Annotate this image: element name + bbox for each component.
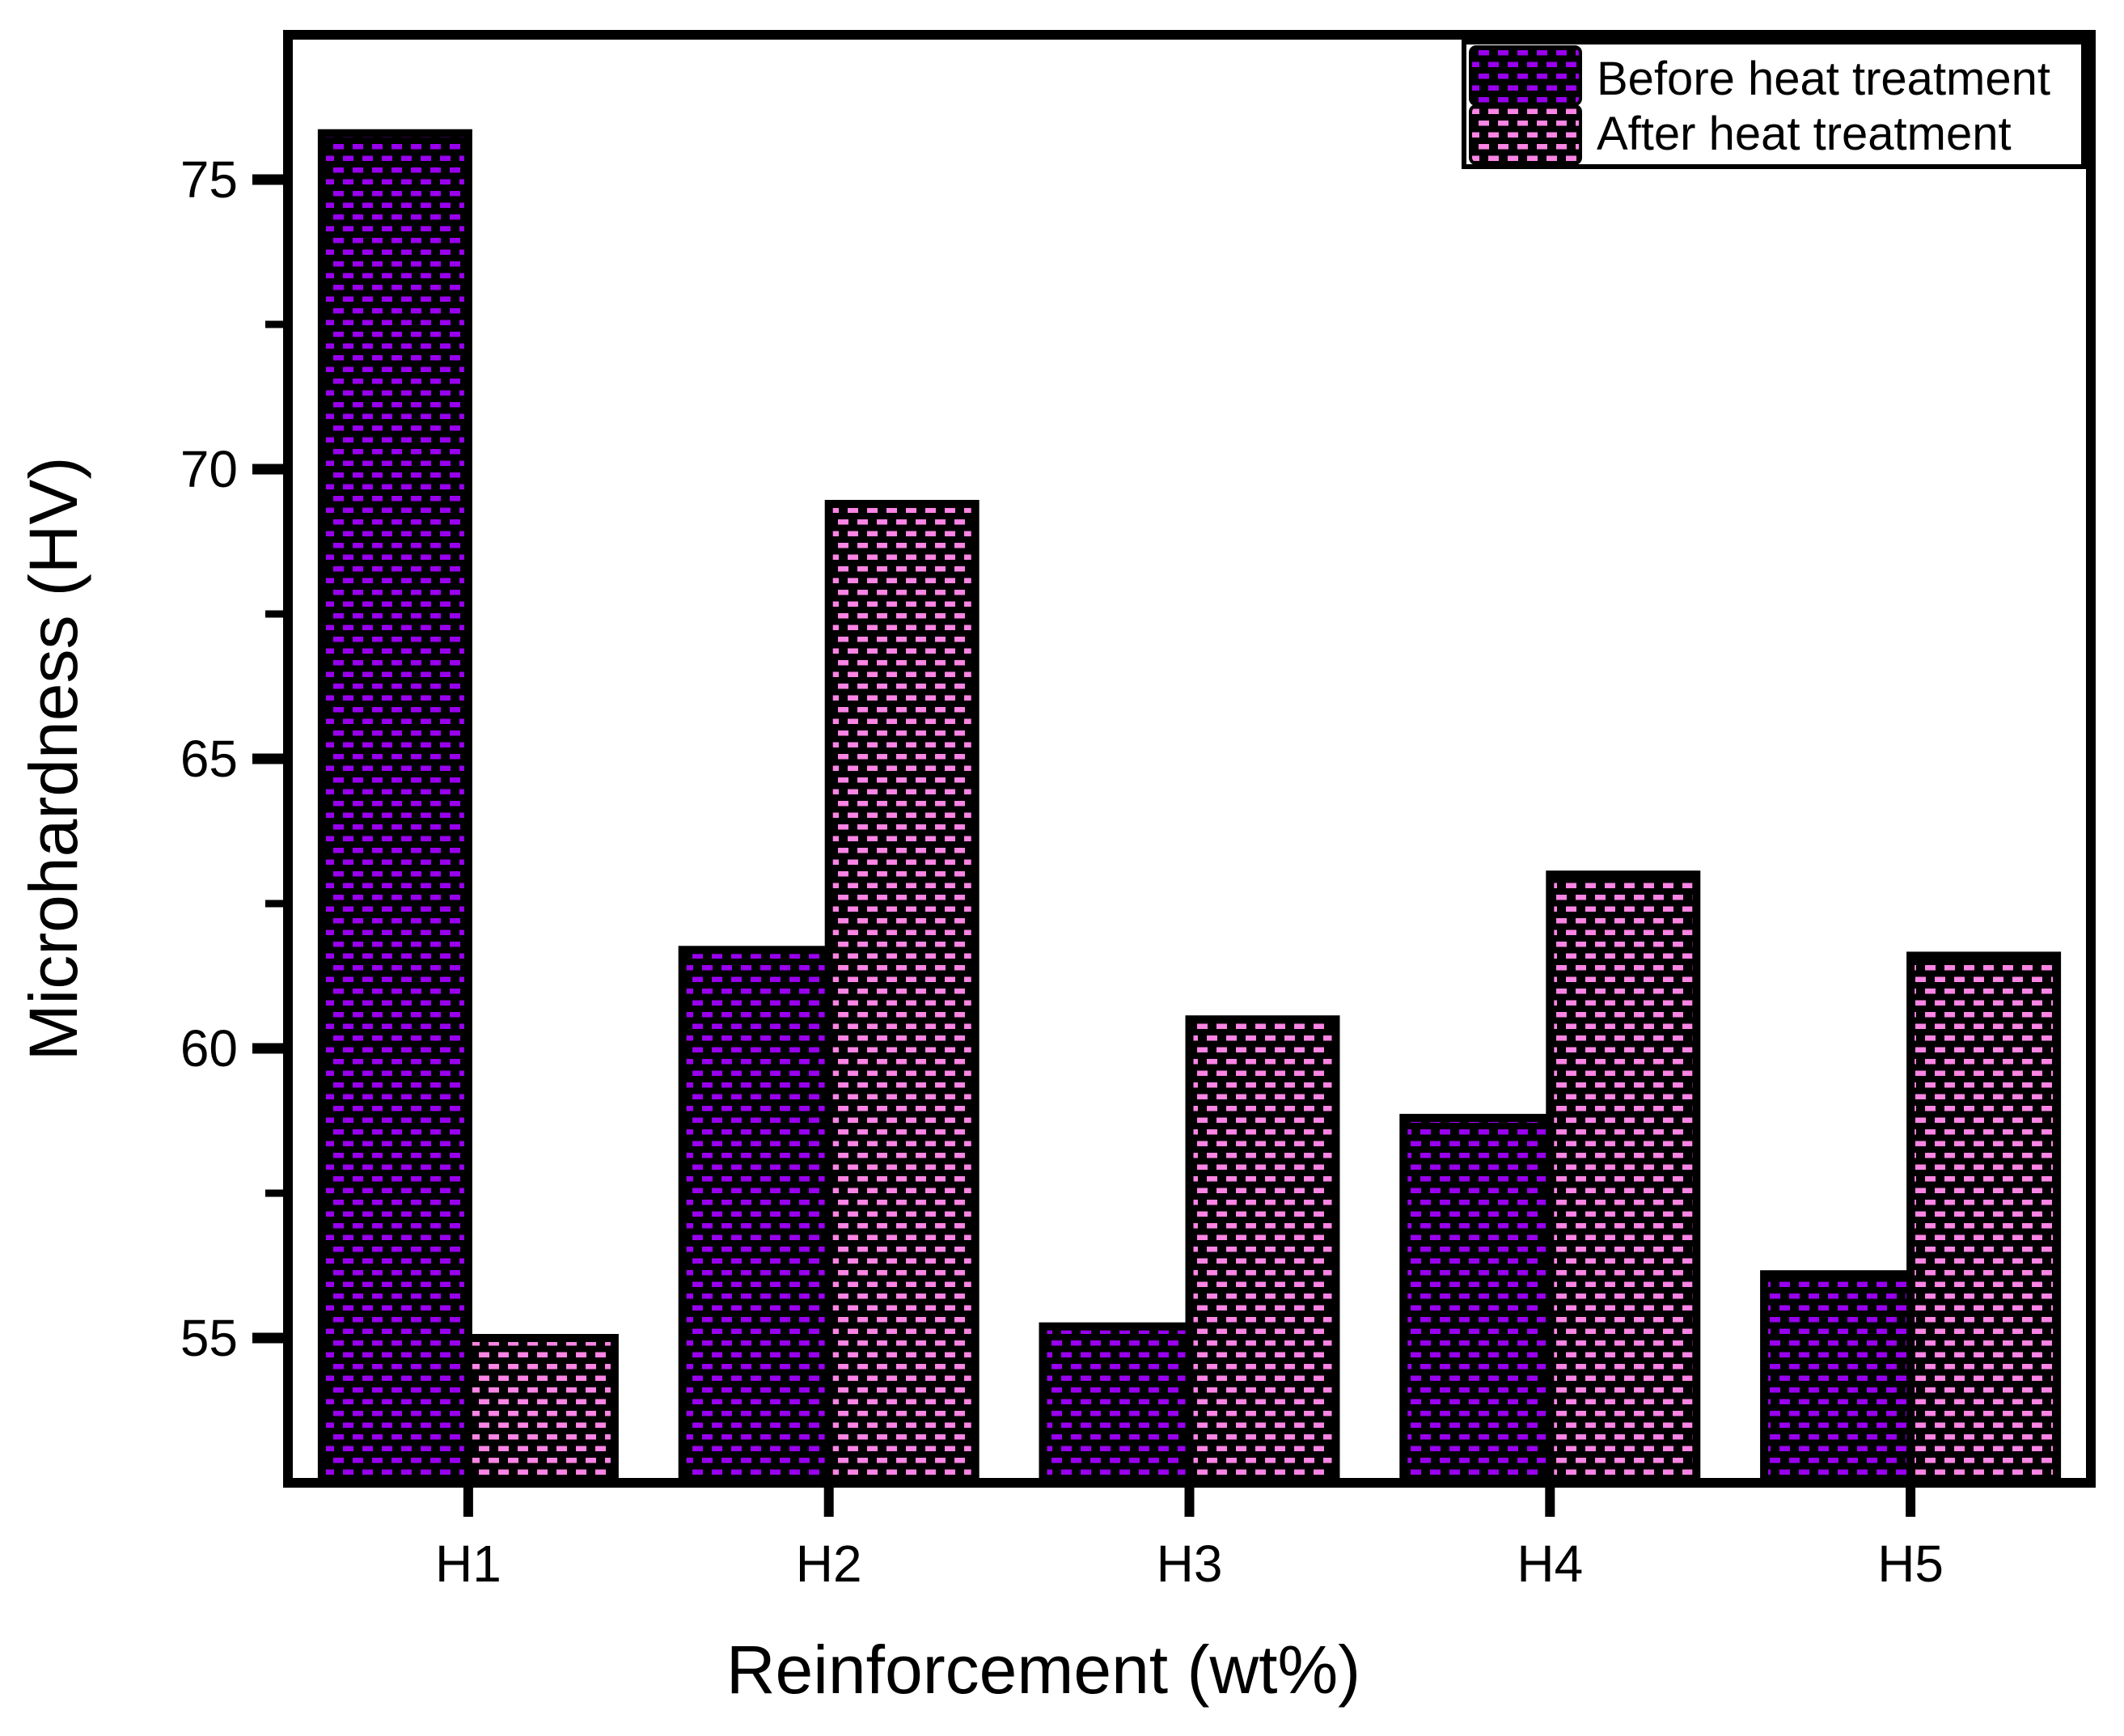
legend-swatch-before-heat-treatment (1469, 45, 1582, 106)
x-tick-label-H5: H5 (1877, 1535, 1944, 1593)
tick-labels-layer: 55 60 65 70 75 H1 H2 H3 H4 H5 (180, 150, 1944, 1593)
bar-H1-before (317, 129, 472, 1488)
y-tick-label-75: 75 (180, 150, 238, 209)
legend-label-before-heat-treatment: Before heat treatment (1597, 53, 2050, 105)
y-tick-label-60: 60 (180, 1019, 238, 1078)
y-tick-label-55: 55 (180, 1309, 238, 1367)
bar-H2-after (824, 499, 979, 1488)
bar-H5-after (1906, 951, 2062, 1487)
y-axis-title: Microhardness (HV) (15, 457, 91, 1061)
x-tick-label-H3: H3 (1157, 1535, 1223, 1593)
bars-layer (317, 129, 2062, 1488)
legend-label-after-heat-treatment: After heat treatment (1597, 108, 2012, 160)
legend-swatch-after-heat-treatment (1469, 104, 1582, 165)
y-tick-label-70: 70 (180, 440, 238, 498)
bar-H1-after (463, 1334, 619, 1487)
x-tick-label-H2: H2 (796, 1535, 862, 1593)
bar-H2-before (678, 946, 833, 1487)
ticks-layer (252, 174, 1916, 1517)
bar-H5-before (1760, 1270, 1915, 1487)
bar-H4-before (1399, 1113, 1555, 1488)
bar-H3-before (1039, 1322, 1194, 1488)
bar-H3-after (1185, 1015, 1340, 1487)
x-tick-label-H1: H1 (435, 1535, 501, 1593)
y-tick-label-65: 65 (180, 730, 238, 788)
bar-H4-after (1546, 870, 1701, 1487)
x-tick-label-H4: H4 (1517, 1535, 1583, 1593)
legend: Before heat treatment After heat treatme… (1462, 40, 2086, 169)
x-axis-title: Reinforcement (wt%) (726, 1632, 1360, 1708)
